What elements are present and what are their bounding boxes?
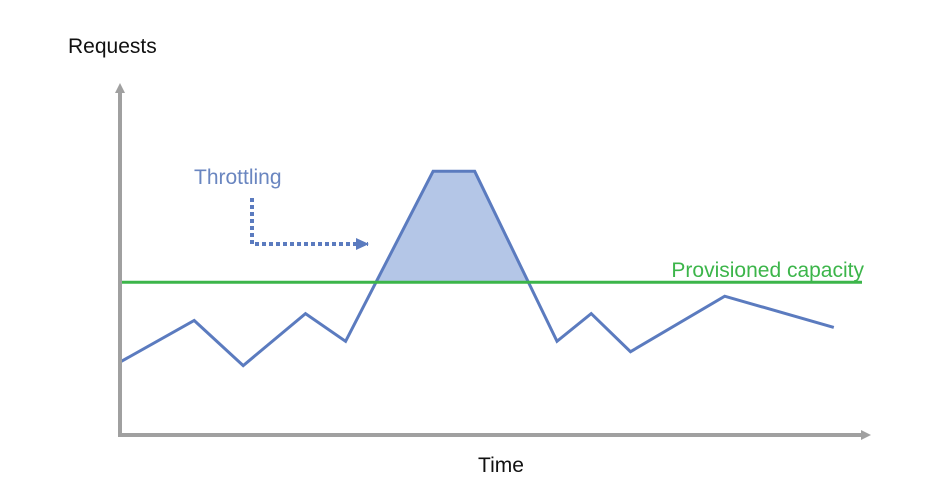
x-axis-label: Time: [478, 454, 524, 477]
throttled-region: [375, 171, 529, 283]
capacity-label: Provisioned capacity: [671, 259, 864, 282]
throttling-label: Throttling: [194, 166, 282, 189]
y-axis-label: Requests: [68, 35, 157, 58]
request-demand-line: [119, 169, 835, 368]
throttling-pointer-arrow: [250, 198, 369, 250]
